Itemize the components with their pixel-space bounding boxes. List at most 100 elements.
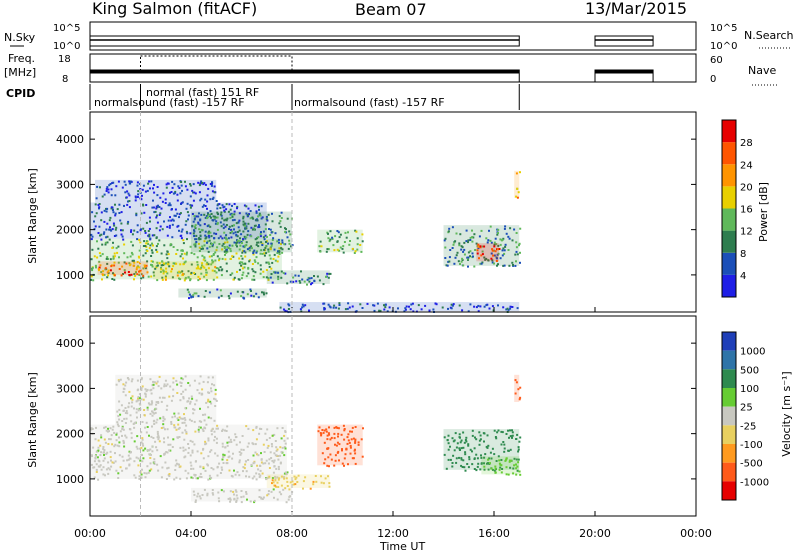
data-cell (515, 438, 518, 440)
data-cell (111, 461, 114, 464)
data-cell (298, 280, 301, 282)
data-cell (203, 244, 206, 247)
data-cell (511, 431, 514, 434)
data-cell (497, 455, 500, 458)
data-cell (157, 469, 160, 472)
data-cell (274, 484, 277, 487)
data-cell (239, 441, 241, 444)
data-cell (258, 476, 261, 478)
data-cell (276, 260, 279, 263)
data-cell (133, 460, 136, 463)
data-cell (458, 244, 461, 247)
data-cell (434, 302, 437, 305)
data-cell (309, 487, 312, 490)
data-cell (193, 493, 196, 496)
data-cell (275, 449, 278, 452)
data-cell (513, 228, 516, 231)
data-cell (483, 256, 486, 259)
data-cell (269, 257, 272, 260)
data-cell (175, 476, 178, 479)
data-cell (152, 206, 155, 209)
data-cell (205, 271, 208, 274)
data-cell (410, 303, 413, 306)
data-cell (140, 398, 143, 401)
data-cell (139, 447, 142, 450)
data-cell (229, 208, 232, 211)
data-cell (201, 245, 204, 248)
data-cell (502, 237, 505, 240)
data-cell (272, 481, 275, 484)
data-cell (279, 462, 282, 465)
data-cell (204, 469, 207, 472)
data-cell (467, 310, 470, 313)
data-cell (117, 472, 120, 475)
data-cell (469, 236, 472, 239)
data-cell (461, 246, 464, 249)
data-cell (129, 414, 132, 417)
data-cell (259, 464, 261, 467)
data-cell (155, 248, 158, 251)
data-cell (216, 255, 219, 258)
data-cell (503, 252, 506, 255)
data-cell (156, 430, 159, 433)
data-cell (277, 255, 280, 258)
freq-tick-top: 18 (58, 54, 71, 65)
data-cell (233, 228, 235, 231)
data-cell (126, 190, 129, 193)
data-cell (149, 220, 151, 223)
data-cell (252, 270, 255, 273)
data-cell (255, 210, 258, 213)
data-cell (498, 248, 501, 250)
data-cell (497, 232, 499, 234)
data-cell (228, 244, 231, 247)
data-cell (192, 220, 195, 223)
data-cell (174, 208, 177, 211)
data-cell (173, 478, 176, 481)
data-cell (255, 438, 258, 441)
data-cell (477, 462, 480, 465)
data-cell (180, 385, 183, 387)
data-cell (479, 245, 482, 248)
data-cell (226, 217, 229, 220)
data-cell (236, 270, 238, 273)
data-cell (276, 252, 279, 254)
data-cell (286, 282, 289, 285)
data-cell (265, 215, 268, 218)
data-cell (259, 474, 262, 477)
data-cell (255, 472, 258, 475)
data-cell (500, 239, 503, 242)
data-cell (333, 426, 336, 429)
data-cell (155, 216, 158, 219)
data-cell (351, 457, 354, 460)
data-cell (106, 235, 109, 238)
data-cell (227, 237, 230, 240)
data-cell (197, 275, 200, 278)
data-cell (273, 253, 276, 256)
data-cell (257, 226, 260, 229)
data-cell (319, 240, 322, 243)
data-cell (157, 385, 160, 388)
data-cell (517, 450, 520, 453)
data-cell (142, 444, 145, 447)
velocity-ytick-label-2: 3000 (56, 382, 84, 395)
data-cell (196, 261, 199, 264)
data-cell (244, 460, 247, 463)
data-cell (464, 453, 467, 456)
data-cell (160, 400, 163, 403)
data-cell (251, 216, 254, 219)
data-cell (313, 275, 315, 277)
data-cell (286, 485, 289, 487)
data-cell (464, 451, 467, 454)
data-cell (140, 212, 143, 215)
data-cell (184, 277, 187, 280)
data-cell (283, 446, 286, 448)
power-cbar-frame (721, 119, 737, 298)
data-cell (273, 271, 276, 274)
data-cell (249, 210, 252, 212)
data-cell (145, 221, 148, 224)
data-cell (193, 218, 196, 221)
data-cell (468, 458, 471, 461)
data-cell (165, 451, 168, 453)
data-cell (304, 304, 307, 307)
data-cell (160, 252, 163, 255)
